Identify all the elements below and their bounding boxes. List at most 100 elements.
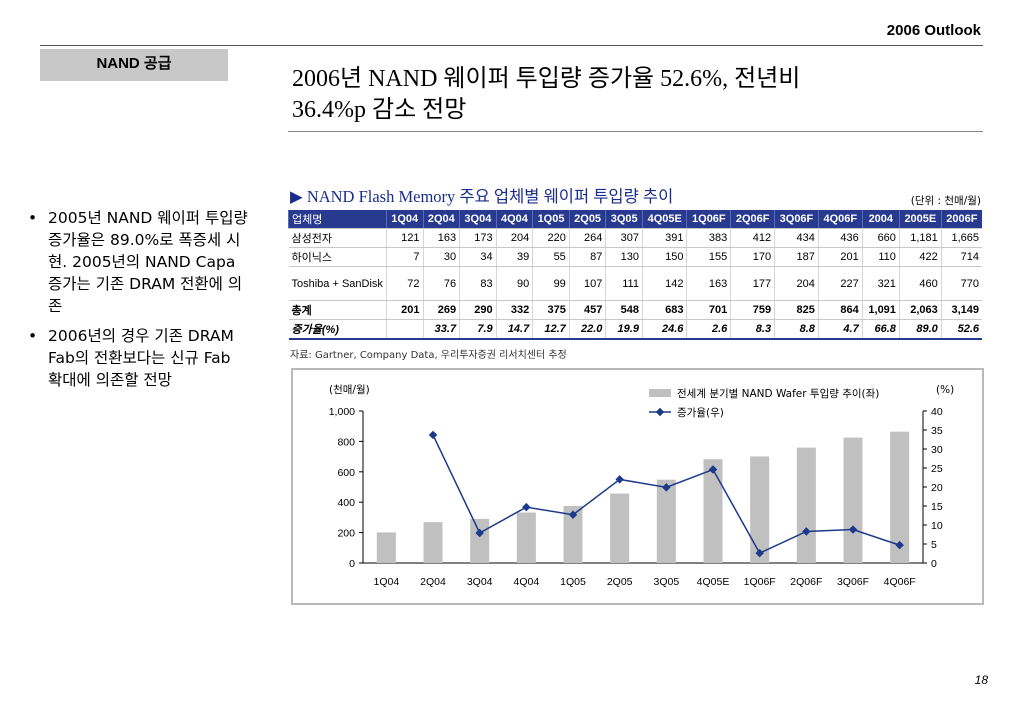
bar [610,493,630,563]
table-cell: 683 [641,300,687,320]
legend-line-marker [655,407,665,417]
bar [750,456,770,563]
page-title: 2006년 NAND 웨이퍼 투입량 증가율 52.6%, 전년비 36.4%p… [292,64,982,126]
section-tab: NAND 공급 [40,49,228,81]
y-left-axis-label: (천매/월) [329,384,370,396]
table-header-cell: 2004 [861,210,900,229]
unit-note: (단위 : 천매/월) [910,195,981,207]
table-header-cell: 3Q06F [774,210,819,229]
bullet-marker: • [28,327,38,345]
table-header-cell: 4Q05E [641,210,687,229]
table-cell: 290 [459,300,497,320]
table-cell: 14.7 [495,319,533,340]
table-cell: 383 [686,228,731,248]
table-header-cell: 2Q05 [568,210,606,229]
table-row: 하이닉스 7 30 34 39 55 87 130 150 155 170 187 201 110 422 7… [288,247,982,267]
table-cell: 714 [940,247,982,267]
x-tick-label: 1Q05 [560,576,586,588]
table-cell: 220 [532,228,570,248]
table-row-label: 삼성전자 [288,228,387,248]
bar [470,518,490,563]
table-cell: 701 [686,300,731,320]
table-header-cell: 1Q04 [385,210,423,229]
table-cell: 155 [686,247,731,267]
table-cell: 8.3 [730,319,775,340]
table-row-label: 하이닉스 [288,247,387,267]
table-cell: 130 [605,247,643,267]
table-cell: 422 [898,247,942,267]
table-cell: 121 [385,228,423,248]
bullet-item: • 2006년의 경우 기존 DRAM Fab의 전환보다는 신규 Fab 확대… [28,325,248,391]
table-cell: 391 [641,228,687,248]
table-cell: 269 [422,300,460,320]
table-cell: 83 [459,266,497,301]
table-cell: 321 [861,266,900,301]
table-cell: 7 [385,247,423,267]
table-header-cell: 3Q05 [605,210,643,229]
growth-point [475,528,484,538]
table-cell: 99 [532,266,570,301]
table-cell: 864 [817,300,863,320]
table-header-cell: 1Q05 [532,210,570,229]
table-cell: 150 [641,247,687,267]
table-cell: 1,181 [898,228,942,248]
table-cell: 87 [568,247,606,267]
bar [563,506,583,563]
table-header-cell: 3Q04 [459,210,497,229]
table-cell: 2.6 [686,319,731,340]
page-title-line-2: 36.4%p 감소 전망 [292,97,467,123]
legend-bar-swatch [649,389,671,397]
table-cell: 111 [605,266,643,301]
table-cell: 227 [817,266,863,301]
table-header-cell: 2006F [940,210,982,229]
y-right-tick-label: 10 [931,520,943,532]
y-left-tick-label: 600 [337,467,355,479]
y-left-tick-label: 1,000 [329,406,355,418]
y-right-tick-label: 30 [931,444,943,456]
bar [890,431,910,563]
table-cell: 4.7 [817,319,863,340]
table-cell: 19.9 [605,319,643,340]
y-left-tick-label: 800 [337,436,355,448]
bar [843,437,863,563]
table-cell: 107 [568,266,606,301]
table-cell: 187 [774,247,819,267]
table-cell: 1,091 [861,300,900,320]
growth-point [522,502,531,512]
x-tick-label: 1Q06F [744,576,776,588]
y-right-tick-label: 5 [931,539,937,551]
table-header-cell: 2Q06F [730,210,775,229]
y-right-axis-label: (%) [936,384,954,396]
table-cell: 24.6 [641,319,687,340]
table-cell: 204 [774,266,819,301]
table-cell: 90 [495,266,533,301]
table-cell: 39 [495,247,533,267]
legend-line-label: 증가율(우) [677,407,724,419]
growth-point [755,548,764,558]
bullet-list: • 2005년 NAND 웨이퍼 투입량 증가율은 89.0%로 폭증세 시현.… [28,207,248,399]
table-row-label: 증가율(%) [288,319,387,340]
bar [376,532,396,563]
bullet-marker: • [28,209,38,227]
table-row-label: Toshiba + SanDisk [288,266,387,301]
y-right-tick-label: 25 [931,463,943,475]
table-cell: 34 [459,247,497,267]
table-header-cell: 2Q04 [422,210,460,229]
table-cell: 3,149 [940,300,982,320]
title-divider [288,131,983,132]
table-row-label: 총계 [288,300,387,320]
y-left-tick-label: 400 [337,497,355,509]
x-tick-label: 3Q05 [653,576,679,588]
table-cell: 110 [861,247,900,267]
x-tick-label: 1Q04 [373,576,399,588]
table-header-row: 업체명 1Q04 2Q04 3Q04 4Q04 1Q05 2Q05 3Q05 4Q05E 1Q06… [288,210,982,229]
table-cell [385,319,423,340]
table-cell: 142 [641,266,687,301]
table-cell: 33.7 [422,319,460,340]
table-cell: 412 [730,228,775,248]
table-cell: 307 [605,228,643,248]
wafer-input-table: 업체명 1Q04 2Q04 3Q04 4Q04 1Q05 2Q05 3Q05 4Q05E 1Q06… [288,210,982,340]
table-cell: 660 [861,228,900,248]
table-cell: 825 [774,300,819,320]
y-right-tick-label: 40 [931,406,943,418]
